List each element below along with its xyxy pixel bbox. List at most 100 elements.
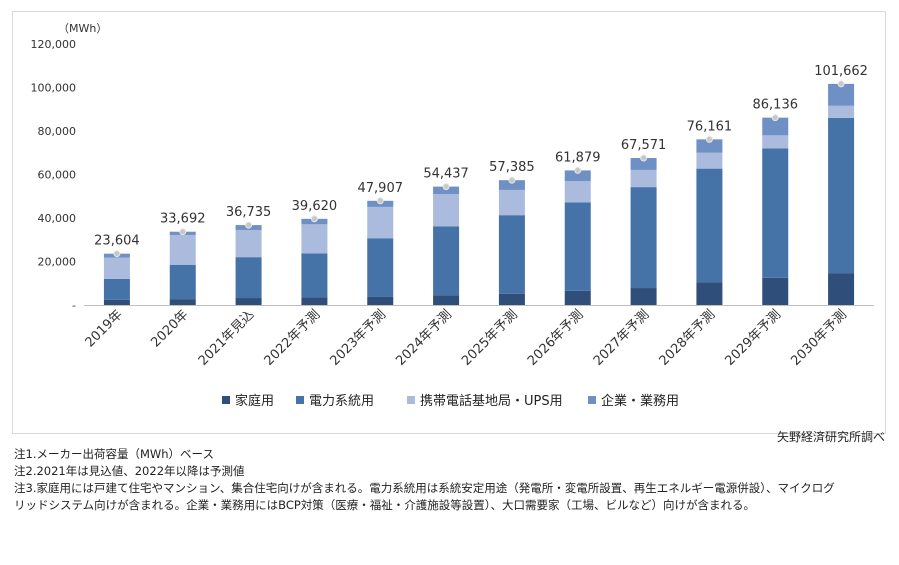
- bar-segment: [630, 288, 657, 305]
- total-marker: [442, 183, 450, 191]
- x-tick-label: 2022年予測: [262, 307, 324, 369]
- stacked-bar-chart: （MWh） - 20,000 40,000 60,000 80,000 100,000 120…: [31, 22, 874, 409]
- bar-segment: [235, 229, 262, 258]
- footnote-3-continued: リッドシステム向けが含まれる。企業・業務用にはBCP対策（医療・福祉・介護施設等…: [14, 498, 756, 512]
- footnotes: 注1.メーカー出荷容量（MWh）ベース 注2.2021年は見込値、2022年以降…: [14, 446, 894, 514]
- bar-segment: [301, 224, 328, 254]
- x-tick-label: 2025年予測: [459, 307, 521, 369]
- bar-segment: [564, 170, 591, 182]
- legend-swatch: [222, 396, 230, 404]
- bar-segment: [367, 238, 394, 297]
- bar-segment: [696, 168, 723, 283]
- bar-segment: [564, 202, 591, 291]
- bar-segment: [828, 273, 855, 305]
- x-tick-label: 2030年予測: [788, 307, 850, 369]
- bar-segment: [696, 139, 723, 153]
- bar-segment: [828, 105, 855, 118]
- bar-segment: [498, 180, 525, 190]
- y-tick-label: 20,000: [38, 256, 77, 269]
- total-marker: [771, 114, 779, 122]
- bar-segment: [828, 83, 855, 106]
- bar-segment: [433, 295, 460, 305]
- legend-swatch: [588, 396, 596, 404]
- total-marker: [640, 154, 648, 162]
- y-tick-label: 120,000: [31, 38, 77, 51]
- total-marker: [574, 166, 582, 174]
- x-tick-label: 2029年予測: [722, 307, 784, 369]
- source-note: 矢野経済研究所調べ: [776, 430, 885, 444]
- x-tick-label: 2020年: [148, 307, 191, 350]
- total-data-label: 47,907: [358, 181, 404, 196]
- total-data-label: 54,437: [423, 167, 469, 182]
- bar-segment: [564, 290, 591, 305]
- total-marker: [508, 176, 516, 184]
- bar-segment: [169, 299, 196, 305]
- total-marker: [245, 221, 253, 229]
- total-data-label: 67,571: [621, 138, 667, 153]
- footnote-2: 注2.2021年は見込値、2022年以降は予測値: [14, 464, 245, 478]
- bar-segment: [828, 117, 855, 274]
- total-marker: [179, 228, 187, 236]
- x-tick-label: 2021年見込: [196, 307, 258, 369]
- bar-segment: [762, 135, 789, 149]
- bar-segment: [169, 234, 196, 265]
- bar-segment: [762, 117, 789, 136]
- bar-segment: [696, 152, 723, 169]
- total-data-label: 33,692: [160, 212, 206, 227]
- bar-segment: [235, 257, 262, 299]
- x-tick-label: 2028年予測: [657, 307, 719, 369]
- bar-segment: [169, 264, 196, 300]
- bar-segment: [762, 148, 789, 278]
- legend-label: 企業・業務用: [601, 393, 679, 409]
- bar-segment: [103, 257, 130, 279]
- total-data-label: 36,735: [226, 205, 272, 220]
- bar-segment: [301, 253, 328, 298]
- total-data-label: 101,662: [814, 64, 868, 79]
- y-tick-label: -: [72, 299, 76, 312]
- bar-segment: [630, 169, 657, 188]
- x-tick-label: 2026年予測: [525, 307, 587, 369]
- bar-segment: [433, 186, 460, 195]
- legend-label: 携帯電話基地局・UPS用: [420, 393, 563, 409]
- x-tick-label: 2019年: [83, 307, 126, 350]
- total-data-label: 23,604: [94, 234, 140, 249]
- total-marker: [837, 80, 845, 88]
- legend-label: 家庭用: [235, 393, 274, 409]
- x-tick-label: 2024年予測: [393, 307, 455, 369]
- total-data-label: 86,136: [753, 98, 799, 113]
- total-data-label: 76,161: [687, 119, 733, 134]
- bar-segment: [564, 181, 591, 203]
- total-data-label: 39,620: [292, 199, 338, 214]
- bar-segment: [103, 299, 130, 305]
- bar-segment: [301, 297, 328, 305]
- bar-segment: [498, 215, 525, 294]
- footnote-1: 注1.メーカー出荷容量（MWh）ベース: [14, 447, 214, 461]
- total-marker: [376, 197, 384, 205]
- y-tick-label: 100,000: [31, 82, 77, 95]
- x-tick-label: 2023年予測: [327, 307, 389, 369]
- total-data-label: 61,879: [555, 150, 601, 165]
- legend-swatch: [296, 396, 304, 404]
- total-marker: [113, 250, 121, 258]
- bar-segment: [630, 158, 657, 170]
- y-tick-label: 60,000: [38, 169, 77, 182]
- y-tick-label: 40,000: [38, 212, 77, 225]
- bar-segment: [367, 206, 394, 239]
- bar-segment: [433, 194, 460, 227]
- total-marker: [310, 215, 318, 223]
- bar-segment: [433, 226, 460, 296]
- bar-segment: [498, 293, 525, 305]
- bar-segment: [367, 296, 394, 305]
- bar-segment: [235, 298, 262, 305]
- legend-label: 電力系統用: [309, 394, 374, 409]
- bar-segment: [630, 187, 657, 289]
- bar-segment: [696, 282, 723, 305]
- footnote-3: 注3.家庭用には戸建て住宅やマンション、集合住宅向けが含まれる。電力系統用は系統…: [14, 481, 835, 495]
- bar-segment: [762, 277, 789, 305]
- bar-segment: [498, 189, 525, 216]
- chart-frame: [12, 11, 886, 434]
- total-marker: [705, 135, 713, 143]
- y-tick-label: 80,000: [38, 125, 77, 138]
- y-axis-unit-label: （MWh）: [58, 22, 107, 35]
- bar-segment: [103, 278, 130, 300]
